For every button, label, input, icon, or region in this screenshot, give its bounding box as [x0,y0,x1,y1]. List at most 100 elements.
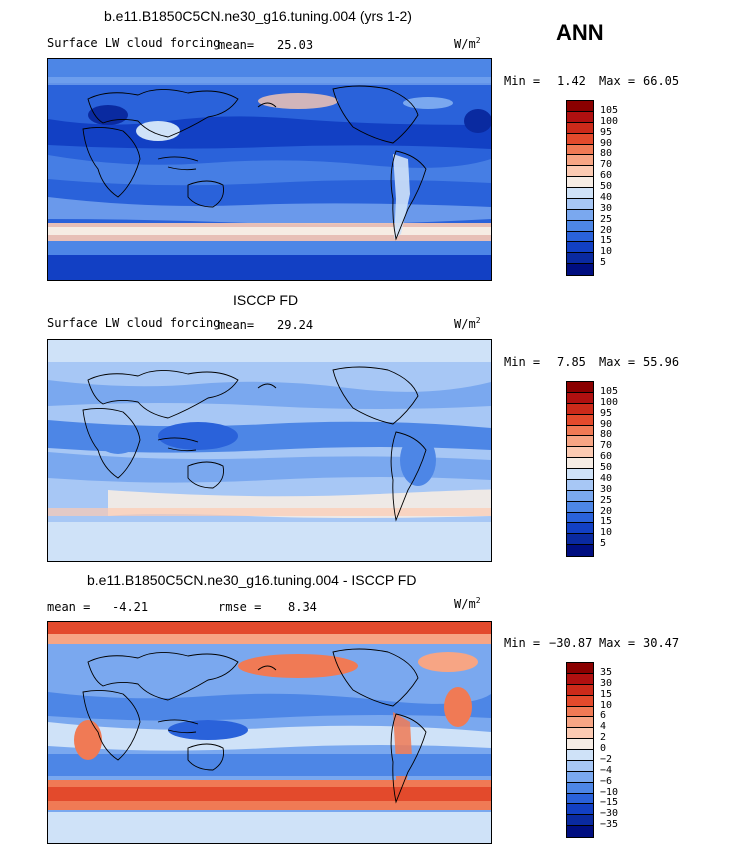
colorbar-tick-label: 10 [600,699,613,711]
colorbar-swatch [567,209,593,221]
colorbar-swatch [567,166,593,178]
colorbar-tick-label: 60 [600,170,613,182]
colorbar-swatch [567,728,593,740]
colorbar-tick-label: −10 [600,786,619,798]
colorbar-swatch [567,382,593,393]
colorbar-tick-label: 30 [600,483,613,495]
colorbar-tick-label: −6 [600,775,613,787]
colorbar-swatch [567,739,593,750]
colorbar-tick-label: 100 [600,115,619,127]
colorbar-swatch [567,663,593,674]
colorbar-swatch [567,101,593,112]
colorbar-tick-label: 0 [600,743,607,754]
colorbar-tick-label: 95 [600,126,613,138]
colorbar-swatch [567,479,593,491]
panel2-min-value: 7.85 [557,355,586,369]
colorbar-swatch [567,695,593,707]
panel2-min-label: Min = [504,355,541,369]
colorbar-tick-label: 20 [600,505,613,517]
colorbar-tick-label: 90 [600,418,613,430]
colorbar-tick-label: 20 [600,224,613,236]
panel3-max-label: Max = [599,636,636,650]
panel3-min-value: −30.87 [549,636,593,650]
colorbar-tick-label: 35 [600,666,613,678]
panel1-max-label: Max = [599,74,636,88]
colorbar-swatch [567,684,593,696]
colorbar-tick-label: 5 [600,257,607,269]
colorbar-tick-label: 50 [600,181,613,192]
panel3-map [47,621,492,844]
colorbar-tick-label: 80 [600,429,613,441]
colorbar-tick-label: 90 [600,137,613,149]
colorbar-tick-label: 70 [600,440,613,452]
colorbar-tick-label: 15 [600,688,613,700]
run-title: b.e11.B1850C5CN.ne30_g16.tuning.004 (yrs… [104,8,412,24]
colorbar-swatch [567,523,593,535]
colorbar-swatch [567,264,593,275]
season-label: ANN [556,20,604,45]
colorbar-swatch [567,242,593,254]
colorbar-tick-label: 80 [600,148,613,160]
panel2-mean-label: mean= [218,318,255,332]
panel1-min-value: 1.42 [557,74,586,88]
colorbar-tick-label: −30 [600,808,619,820]
panel3-mean-value: -4.21 [112,600,149,614]
colorbar-tick-label: 15 [600,516,613,528]
colorbar-swatch [567,760,593,772]
panel2-colorbar [566,381,594,557]
colorbar-swatch [567,469,593,480]
panel1-units: W/m2 [454,36,481,51]
panel3-rmse-label: rmse = [218,600,262,614]
colorbar-tick-label: 105 [600,385,619,397]
panel3-min-label: Min = [504,636,541,650]
colorbar-swatch [567,144,593,156]
colorbar-swatch [567,782,593,794]
panel2-variable: Surface LW cloud forcing [47,316,221,330]
panel2-units: W/m2 [454,316,481,331]
colorbar-tick-label: 95 [600,407,613,419]
colorbar-swatch [567,750,593,761]
colorbar-swatch [567,501,593,513]
colorbar-swatch [567,188,593,199]
panel1-colorbar [566,100,594,276]
panel3-max-value: 30.47 [643,636,680,650]
colorbar-tick-label: 30 [600,677,613,689]
colorbar-swatch [567,111,593,123]
panel3-title: b.e11.B1850C5CN.ne30_g16.tuning.004 - IS… [87,572,417,588]
colorbar-tick-label: 70 [600,159,613,171]
colorbar-tick-label: 50 [600,462,613,473]
panel2-mean-value: 29.24 [277,318,314,332]
panel3-rmse-value: 8.34 [288,600,317,614]
colorbar-swatch [567,512,593,524]
colorbar-tick-label: 25 [600,494,613,506]
colorbar-swatch [567,815,593,827]
colorbar-swatch [567,231,593,243]
colorbar-swatch [567,155,593,167]
colorbar-swatch [567,458,593,469]
colorbar-swatch [567,826,593,837]
colorbar-tick-label: 6 [600,710,607,722]
colorbar-swatch [567,425,593,437]
panel1-mean-value: 25.03 [277,38,314,52]
colorbar-swatch [567,673,593,685]
colorbar-tick-label: 10 [600,527,613,539]
colorbar-tick-label: 100 [600,396,619,408]
colorbar-swatch [567,545,593,556]
panel2-title: ISCCP FD [233,292,299,308]
colorbar-tick-label: −35 [600,819,619,831]
colorbar-swatch [567,198,593,210]
panel2-max-label: Max = [599,355,636,369]
colorbar-swatch [567,220,593,232]
colorbar-tick-label: 2 [600,732,607,744]
panel1-min-label: Min = [504,74,541,88]
colorbar-swatch [567,804,593,816]
colorbar-swatch [567,534,593,546]
panel1-max-value: 66.05 [643,74,680,88]
panel1-mean-label: mean= [218,38,255,52]
colorbar-tick-label: 60 [600,451,613,463]
panel3-mean-label: mean = [47,600,91,614]
colorbar-swatch [567,771,593,783]
colorbar-tick-label: 25 [600,213,613,225]
colorbar-tick-label: 10 [600,246,613,258]
colorbar-tick-label: 4 [600,721,607,733]
